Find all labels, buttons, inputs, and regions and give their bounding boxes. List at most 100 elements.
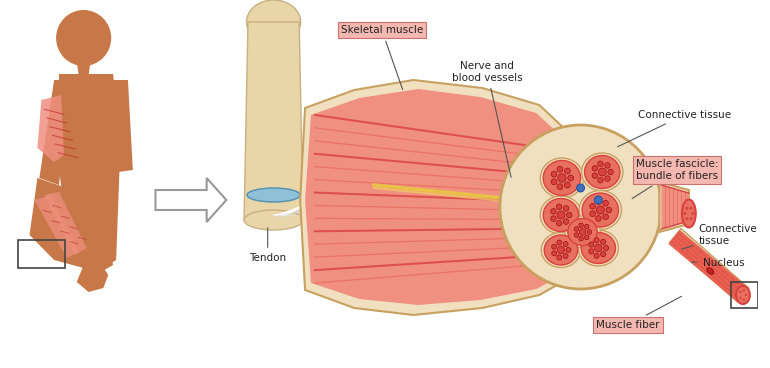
Polygon shape [668,230,748,302]
Ellipse shape [565,216,601,248]
Circle shape [557,247,564,254]
Polygon shape [113,80,133,172]
Circle shape [566,248,571,252]
Text: Nucleus: Nucleus [691,258,745,268]
Ellipse shape [543,198,578,231]
Circle shape [551,179,557,185]
Circle shape [604,163,610,168]
Circle shape [595,199,601,204]
Circle shape [685,217,688,220]
Ellipse shape [584,156,620,188]
Circle shape [557,184,563,190]
Circle shape [745,294,747,296]
Bar [732,282,758,308]
Circle shape [684,212,686,215]
Ellipse shape [682,199,696,227]
Circle shape [685,207,688,210]
Circle shape [574,227,579,231]
Circle shape [551,209,556,214]
Circle shape [574,233,579,237]
Text: Muscle fascicle:
bundle of fibers: Muscle fascicle: bundle of fibers [632,159,718,198]
Circle shape [557,240,562,245]
Circle shape [689,217,692,220]
Ellipse shape [567,219,598,245]
Circle shape [564,219,569,224]
Text: Nerve and
blood vessels: Nerve and blood vessels [452,61,522,177]
Circle shape [579,237,584,241]
Circle shape [598,177,603,183]
Circle shape [589,242,594,247]
Circle shape [557,174,566,182]
Circle shape [595,216,601,221]
Circle shape [557,211,565,219]
Bar [0,0,206,368]
Ellipse shape [707,268,714,274]
Polygon shape [57,74,120,275]
Circle shape [606,207,611,213]
Circle shape [577,184,584,192]
Circle shape [594,253,599,258]
Circle shape [603,200,608,206]
Circle shape [601,239,606,244]
Circle shape [564,206,569,211]
Circle shape [584,235,589,240]
Polygon shape [670,229,748,302]
Polygon shape [35,195,79,258]
Ellipse shape [544,235,578,265]
Polygon shape [661,185,689,229]
Ellipse shape [541,233,581,268]
Circle shape [743,289,745,291]
Circle shape [557,255,562,260]
Circle shape [691,212,695,215]
Ellipse shape [541,158,584,198]
Circle shape [557,204,562,209]
Circle shape [567,175,574,181]
Circle shape [551,216,556,222]
Circle shape [557,220,562,226]
Text: Tendon: Tendon [249,228,286,263]
Circle shape [598,161,603,167]
Circle shape [584,224,589,229]
Circle shape [551,171,557,177]
Polygon shape [156,178,226,222]
Polygon shape [244,22,303,220]
Circle shape [689,207,692,210]
Circle shape [56,10,111,66]
Circle shape [598,168,606,176]
Ellipse shape [244,210,303,230]
Circle shape [604,176,610,181]
Circle shape [564,168,571,174]
Polygon shape [45,192,86,255]
Polygon shape [77,62,91,75]
Circle shape [579,223,584,227]
Circle shape [592,173,598,178]
Circle shape [601,252,606,257]
Circle shape [557,166,563,172]
Polygon shape [38,95,64,162]
Circle shape [594,238,599,243]
Polygon shape [99,255,113,270]
Text: Connective
tissue: Connective tissue [681,224,758,249]
Circle shape [579,229,586,235]
Circle shape [739,297,742,299]
Ellipse shape [247,188,300,202]
Circle shape [608,169,613,175]
Polygon shape [305,89,573,305]
Ellipse shape [541,196,581,234]
Circle shape [588,230,591,234]
Circle shape [594,196,602,204]
Circle shape [594,244,602,252]
Circle shape [567,212,572,218]
Circle shape [589,249,594,254]
Circle shape [590,204,595,209]
Ellipse shape [543,160,581,195]
Circle shape [739,291,742,293]
Circle shape [500,125,661,289]
Polygon shape [39,80,69,185]
Circle shape [551,251,557,256]
Text: Connective tissue: Connective tissue [618,110,731,147]
Polygon shape [77,260,109,292]
Polygon shape [29,178,93,268]
Ellipse shape [578,230,618,266]
Ellipse shape [582,193,618,227]
